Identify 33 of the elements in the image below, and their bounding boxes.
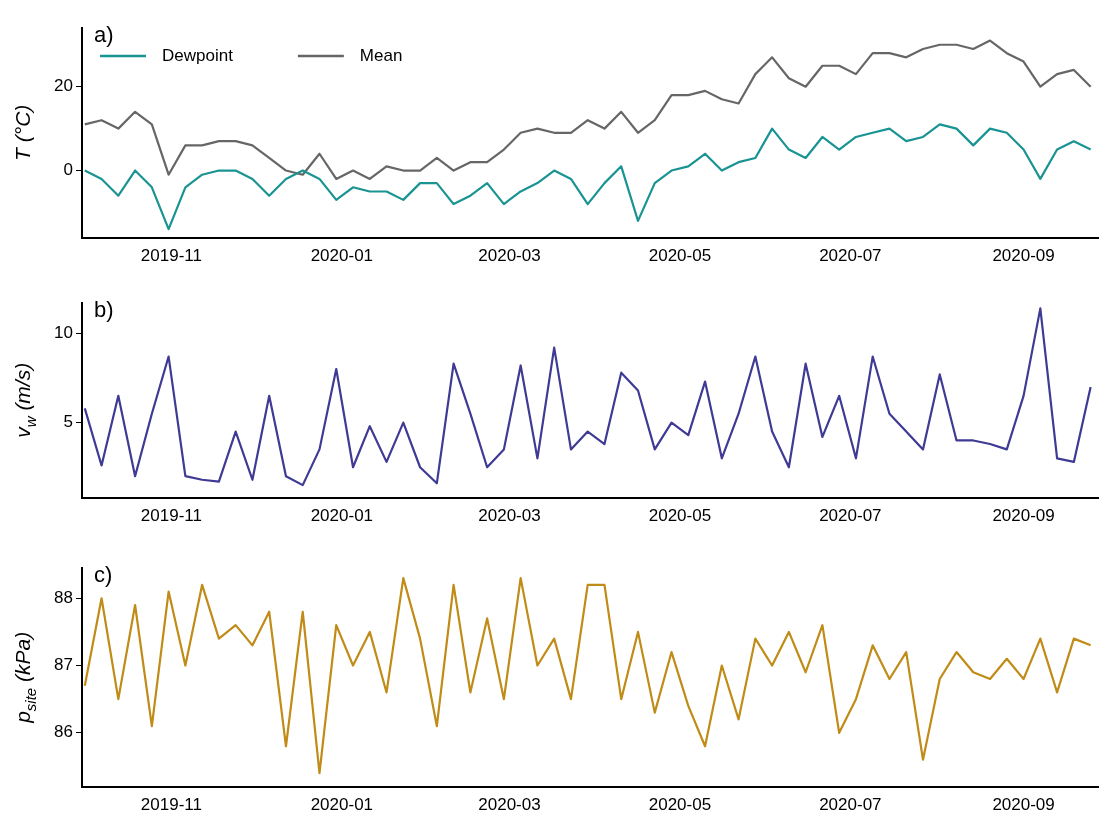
x-tick-label: 2020-01 <box>310 795 374 815</box>
x-tick-label: 2020-07 <box>819 795 882 815</box>
x-tick-label: 2020-05 <box>648 506 712 526</box>
y-tick-label: 0 <box>63 160 73 180</box>
x-tick-label: 2020-09 <box>992 246 1055 266</box>
y-tick-label: 87 <box>54 655 73 675</box>
y-axis-title: T (°C) <box>11 104 34 161</box>
y-tick-label: 20 <box>54 76 73 96</box>
x-tick-label: 2020-07 <box>819 246 882 266</box>
x-tick-label: 2019-11 <box>140 506 202 526</box>
x-tick-label: 2019-11 <box>140 795 202 815</box>
chart-title: a) <box>94 22 114 47</box>
x-tick-label: 2020-09 <box>992 506 1055 526</box>
x-tick-label: 2020-09 <box>992 795 1055 815</box>
legend-label: Dewpoint <box>162 45 234 65</box>
legend-label: Mean <box>359 45 403 65</box>
y-axis-title: vw (m/s) <box>11 362 39 438</box>
y-tick-label: 86 <box>54 722 73 742</box>
chart-title: b) <box>94 297 114 322</box>
chart-title: c) <box>94 562 113 587</box>
x-tick-label: 2020-07 <box>819 506 882 526</box>
x-tick-label: 2020-01 <box>310 506 374 526</box>
y-axis-title: psite (kPa) <box>11 631 39 724</box>
y-tick-label: 5 <box>63 412 73 432</box>
x-tick-label: 2020-03 <box>478 506 541 526</box>
x-tick-label: 2019-11 <box>140 246 202 266</box>
x-tick-label: 2020-05 <box>648 795 712 815</box>
x-tick-label: 2020-03 <box>478 246 541 266</box>
y-tick-label: 10 <box>54 323 73 343</box>
x-tick-label: 2020-01 <box>310 246 374 266</box>
x-tick-label: 2020-05 <box>648 246 712 266</box>
x-tick-label: 2020-03 <box>478 795 541 815</box>
y-tick-label: 88 <box>54 587 73 607</box>
